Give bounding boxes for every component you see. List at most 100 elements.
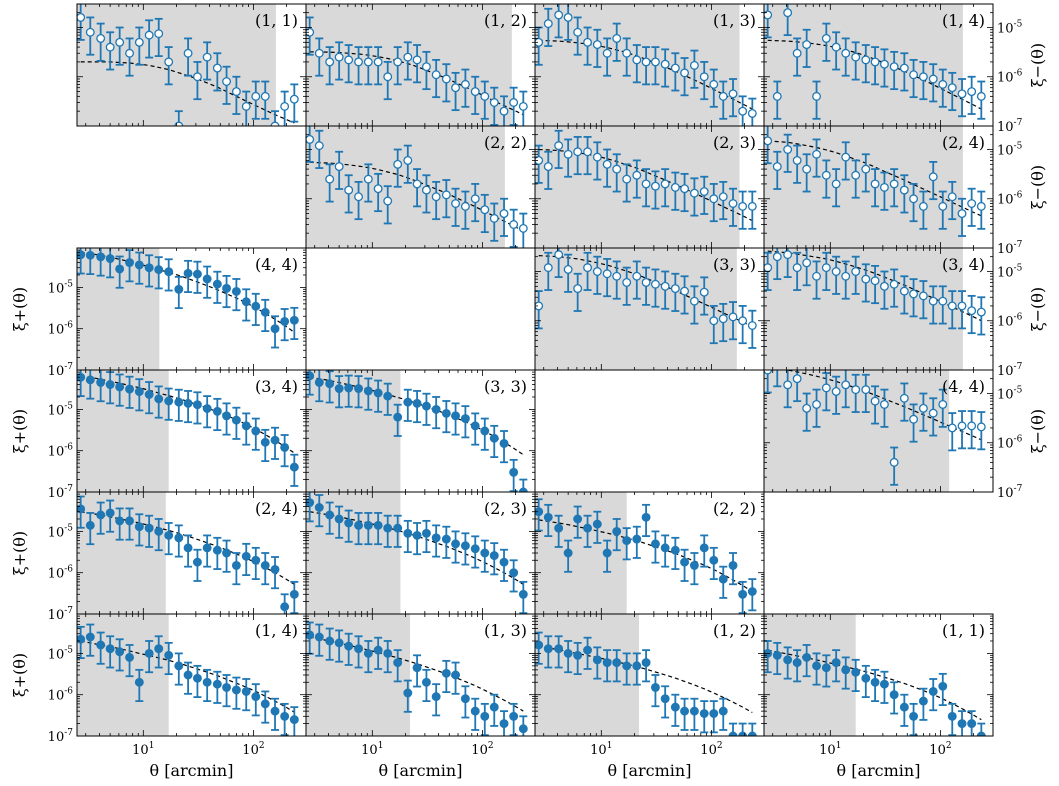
panel-plot-area (306, 370, 528, 492)
data-point (680, 68, 690, 78)
panel-xi-minus-14: (1, 4) 10-7 10-6 10-5 ξ−(θ) (763, 3, 1047, 135)
y-tick-label: 10-7 (48, 728, 74, 745)
panel-plot-area (764, 126, 986, 248)
data-point (670, 63, 680, 73)
model-curve (767, 140, 982, 217)
panel-plot-area (77, 614, 299, 736)
data-point (144, 523, 154, 533)
scale-cut-region (77, 492, 166, 614)
data-point (174, 533, 184, 543)
data-point (403, 528, 413, 538)
data-point (403, 155, 413, 165)
data-point (325, 510, 335, 520)
data-point (314, 141, 324, 151)
data-point (344, 518, 354, 528)
data-point (641, 512, 651, 522)
data-point (509, 98, 519, 107)
data-point (709, 709, 719, 718)
data-point (289, 94, 299, 104)
panel-plot-area (764, 614, 986, 736)
data-point (879, 59, 889, 69)
data-point (251, 91, 261, 101)
data-point (222, 548, 232, 558)
data-point (125, 48, 134, 58)
data-point (622, 536, 632, 546)
data-point (841, 665, 851, 675)
data-point (144, 648, 154, 658)
y-tick-label: 10-5 (997, 385, 1023, 402)
data-point (889, 279, 899, 289)
data-point (728, 89, 738, 99)
data-point (509, 467, 519, 477)
data-point (957, 421, 967, 431)
data-point (480, 711, 490, 721)
data-point (231, 286, 241, 296)
y-tick-label: 10-5 (997, 263, 1023, 280)
data-point (354, 644, 363, 654)
data-point (174, 284, 184, 294)
data-point (251, 426, 261, 436)
data-point (747, 201, 757, 211)
data-point (592, 152, 602, 162)
data-point (192, 269, 202, 279)
panel-xi-minus-11: (1, 1) (76, 3, 307, 127)
data-point (470, 544, 480, 554)
data-point (96, 377, 106, 387)
data-point (622, 661, 632, 671)
data-point (563, 648, 573, 658)
y-tick-label: 10-7 (48, 484, 74, 501)
data-point (899, 702, 909, 712)
data-point (334, 162, 344, 172)
data-point (957, 301, 967, 311)
y-tick-label: 10-5 (48, 645, 74, 662)
y-tick-label: 10-7 (997, 118, 1023, 135)
data-point (280, 602, 290, 612)
data-point (728, 312, 738, 322)
data-point (889, 179, 899, 189)
data-point (383, 648, 393, 658)
data-point (709, 194, 719, 204)
data-point (509, 568, 519, 578)
data-point (851, 667, 861, 677)
panel-xi-minus-12: (1, 2) (305, 3, 536, 127)
data-point (518, 589, 528, 599)
pair-label: (4, 4) (255, 255, 298, 274)
panel-xi-plus-33: (3, 3) (305, 369, 536, 493)
data-point (602, 548, 612, 558)
data-point (928, 74, 938, 84)
data-point (393, 412, 403, 422)
data-point (115, 264, 125, 274)
data-point (212, 63, 222, 73)
panel-plot-area (764, 4, 986, 126)
data-point (632, 170, 642, 180)
data-point (870, 276, 880, 286)
data-point (403, 688, 413, 698)
data-point (976, 422, 986, 432)
data-point (134, 522, 144, 532)
data-point (289, 462, 299, 472)
data-point (441, 408, 451, 418)
data-point (354, 57, 363, 67)
data-point (260, 437, 270, 447)
data-point (554, 10, 564, 20)
pair-label: (1, 1) (255, 11, 298, 30)
data-point (583, 523, 592, 533)
data-point (96, 510, 106, 520)
data-point (718, 91, 728, 101)
data-point (412, 663, 422, 673)
data-point (938, 79, 948, 89)
panel-xi-minus-23: (2, 3) (534, 125, 765, 249)
data-point (976, 201, 986, 211)
model-curve (538, 255, 753, 328)
data-point (85, 375, 95, 385)
y-tick-label: 10-6 (997, 313, 1023, 330)
data-point (431, 404, 441, 414)
data-point (879, 182, 889, 192)
pair-label: (3, 4) (942, 255, 985, 274)
data-point (573, 27, 583, 37)
data-point (412, 55, 422, 65)
data-point (792, 155, 802, 165)
data-point (202, 274, 212, 284)
data-point (363, 520, 373, 530)
data-point (792, 263, 802, 273)
